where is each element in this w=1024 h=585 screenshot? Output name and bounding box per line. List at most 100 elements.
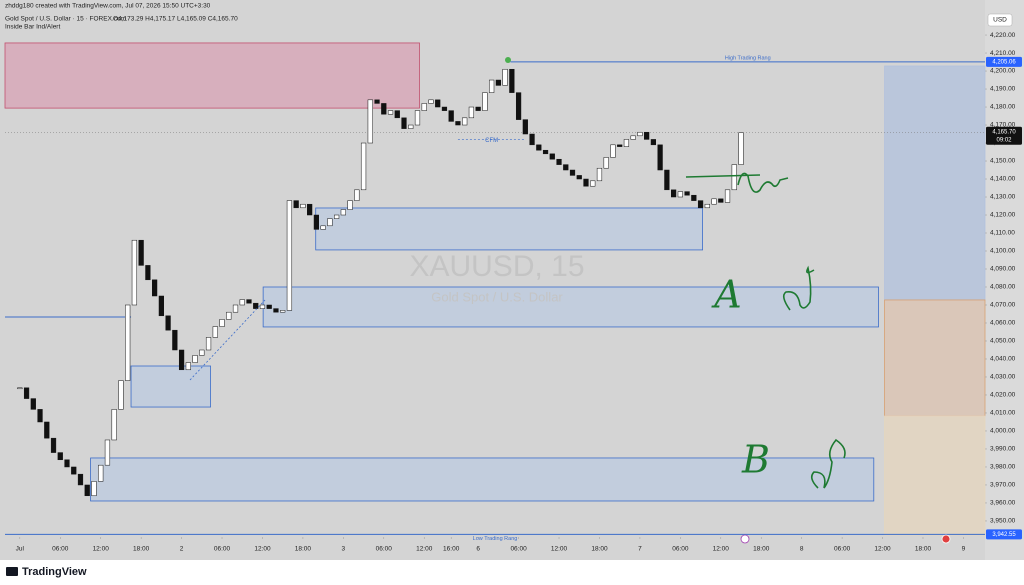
candle — [421, 103, 427, 111]
event-icon[interactable] — [740, 534, 750, 544]
candle — [468, 106, 475, 119]
scribble — [737, 172, 789, 193]
last-price-label: 4,165.70 — [992, 129, 1016, 135]
y-tick-label: 4,090.00 — [990, 266, 1016, 273]
candle — [448, 110, 454, 122]
candle — [259, 304, 266, 309]
candle — [367, 99, 373, 144]
candle — [603, 157, 609, 169]
candle — [307, 203, 313, 216]
candle — [502, 68, 508, 86]
candle — [731, 164, 737, 191]
x-tick-label: 12:00 — [93, 546, 110, 553]
y-tick-label: 4,210.00 — [990, 50, 1016, 57]
candle — [657, 144, 663, 171]
y-tick-label: 4,100.00 — [990, 248, 1016, 255]
candle — [718, 198, 724, 203]
candle — [704, 203, 710, 209]
x-tick-label: 9 — [962, 546, 966, 553]
candle — [50, 437, 57, 453]
x-tick-label: 06:00 — [510, 546, 527, 553]
candle — [515, 92, 522, 120]
candle — [178, 349, 185, 371]
y-tick-label: 3,970.00 — [990, 482, 1016, 489]
price-axis-bg — [985, 0, 1024, 560]
candle — [671, 189, 677, 198]
candle — [482, 92, 488, 111]
candle — [596, 167, 603, 182]
candle — [644, 131, 650, 140]
candle — [697, 200, 704, 209]
candle — [300, 203, 306, 209]
x-tick-label: 06:00 — [672, 546, 689, 553]
candle — [253, 302, 259, 309]
x-tick-label: 06:00 — [52, 546, 69, 553]
scribble — [810, 438, 846, 489]
range-label: Low Trading Rang — [473, 536, 518, 542]
y-tick-label: 4,010.00 — [990, 410, 1016, 417]
candle — [347, 200, 353, 210]
candle — [428, 99, 434, 104]
x-tick-label: 06:00 — [834, 546, 851, 553]
candle — [98, 464, 104, 482]
zone — [262, 286, 879, 328]
x-tick-label: 12:00 — [416, 546, 433, 553]
candle — [475, 106, 481, 111]
candle — [219, 319, 225, 327]
currency-button[interactable] — [987, 13, 1013, 27]
y-tick-label: 4,130.00 — [990, 194, 1016, 201]
marker-dot — [505, 57, 511, 63]
range-label: High Trading Rang — [725, 55, 771, 61]
logo-mark — [6, 567, 18, 576]
x-tick-label: 6 — [476, 546, 480, 553]
candle — [232, 304, 239, 313]
candle — [239, 299, 245, 306]
countdown: 09:02 — [996, 137, 1012, 143]
zone — [884, 415, 986, 536]
symbol-line: Gold Spot / U.S. Dollar · 15 · FOREX.com — [5, 16, 126, 23]
zone — [130, 365, 211, 408]
candle — [590, 180, 596, 187]
candle — [172, 329, 178, 351]
candle — [489, 79, 495, 93]
scribble — [782, 265, 815, 311]
last-price-tag — [986, 126, 1022, 145]
flag-icon[interactable] — [941, 534, 951, 544]
candle — [677, 191, 683, 198]
candle — [637, 131, 643, 137]
candle — [711, 198, 717, 205]
candle — [381, 103, 387, 115]
x-tick-label: 7 — [638, 546, 642, 553]
watermark-sub: Gold Spot / U.S. Dollar — [431, 289, 563, 304]
y-tick-label: 3,960.00 — [990, 500, 1016, 507]
candle — [394, 110, 400, 119]
x-tick-label: 8 — [800, 546, 804, 553]
ohlc-line: O4,173.29 H4,175.17 L4,165.09 C4,165.70 — [113, 16, 238, 23]
candle — [354, 189, 360, 201]
price-tag-label: 4,205.06 — [992, 60, 1016, 66]
hand-drawings — [685, 172, 846, 489]
candle — [738, 132, 744, 165]
candle — [327, 218, 333, 227]
y-tick-label: 4,170.00 — [990, 122, 1016, 129]
zone — [315, 207, 703, 251]
y-tick-label: 4,190.00 — [990, 86, 1016, 93]
x-tick-label: 18:00 — [591, 546, 608, 553]
currency[interactable]: USD — [993, 17, 1007, 24]
candle — [226, 311, 232, 320]
candle — [536, 144, 542, 151]
candle — [435, 99, 441, 108]
y-tick-label: 4,000.00 — [990, 428, 1016, 435]
candle — [84, 484, 90, 497]
candle — [401, 117, 407, 129]
zone — [4, 42, 420, 109]
y-tick-label: 4,220.00 — [990, 32, 1016, 39]
x-tick-label: 06:00 — [214, 546, 231, 553]
zone — [884, 65, 986, 301]
candle — [374, 99, 380, 104]
candle — [30, 398, 36, 410]
candle — [212, 326, 218, 338]
candle — [650, 139, 656, 146]
candle — [542, 149, 549, 155]
